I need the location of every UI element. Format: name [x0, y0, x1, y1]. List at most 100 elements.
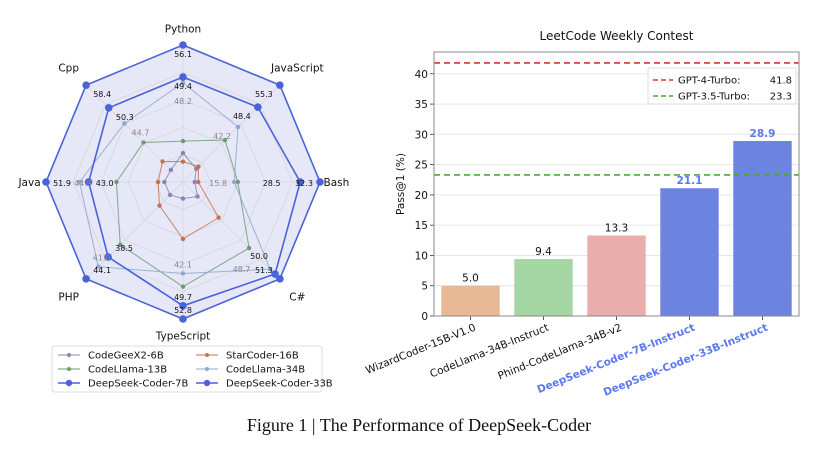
radar-legend: CodeGeeX2-6B StarCoder-16B CodeLlama-13B Co…	[51, 345, 333, 393]
bar	[441, 285, 500, 316]
radar-point	[167, 192, 173, 198]
radar-point	[118, 242, 123, 247]
radar-point	[180, 236, 186, 242]
radar-point	[104, 103, 113, 112]
legend-label: GPT-3.5-Turbo:	[678, 92, 750, 103]
radar-point	[179, 302, 187, 310]
radar-point	[96, 264, 101, 269]
radar-point	[216, 215, 221, 220]
radar-point	[141, 140, 146, 145]
bar	[514, 259, 573, 316]
radar-spoke	[85, 84, 184, 183]
radar-point	[222, 137, 228, 143]
legend-label: GPT-4-Turbo:	[678, 76, 741, 87]
radar-point	[77, 179, 82, 185]
bar-value-label: 21.1	[677, 175, 703, 187]
legend-label: DeepSeek-Coder-33B	[226, 379, 333, 390]
bar	[587, 235, 646, 316]
y-tick-label: 15	[415, 220, 428, 232]
radar-value-label: 42.1	[174, 260, 192, 269]
radar-point	[192, 179, 197, 185]
radar-value-label: 43.0	[96, 179, 114, 188]
legend-value: 41.8	[770, 76, 792, 87]
legend-box	[51, 345, 323, 393]
radar-value-label: 58.4	[93, 90, 111, 99]
legend-box	[647, 67, 797, 105]
radar-value-label: 41.0	[93, 254, 111, 263]
plot-frame	[433, 51, 800, 317]
radar-point	[155, 179, 161, 185]
radar-point	[180, 138, 186, 144]
legend-marker	[65, 379, 73, 387]
radar-point	[82, 81, 90, 89]
radar-point	[180, 271, 186, 276]
legend-value: 23.3	[770, 92, 792, 103]
radar-axis-label: Cpp	[58, 63, 79, 75]
chart-title: LeetCode Weekly Contest	[540, 29, 694, 43]
radar-chart: Python JavaScript Bash C# TypeScript PHP Java C…	[17, 24, 349, 393]
y-tick-label: 5	[421, 281, 428, 293]
y-axis-label: Pass@1 (%)	[395, 153, 407, 215]
radar-value-label: 44.7	[132, 128, 150, 137]
legend-marker	[67, 367, 71, 371]
radar-value-label: 48.4	[233, 112, 251, 121]
legend-marker	[203, 379, 211, 387]
radar-point	[195, 194, 200, 199]
radar-axis-label: JavaScript	[270, 63, 324, 75]
radar-point	[196, 179, 201, 185]
y-tick-label: 0	[421, 311, 428, 323]
radar-point	[235, 124, 241, 130]
radar-point	[268, 267, 273, 272]
bar-value-label: 13.3	[605, 222, 628, 234]
legend-marker	[205, 353, 209, 357]
radar-point	[316, 178, 324, 186]
radar-point	[84, 178, 93, 186]
radar-value-label: 48.2	[174, 97, 192, 106]
legend-label: CodeLlama-34B	[226, 365, 305, 376]
radar-value-label: 51.3	[255, 266, 273, 275]
radar-point	[196, 164, 201, 169]
radar-point	[246, 245, 252, 251]
radar-value-label: 38.5	[115, 244, 133, 253]
bar-value-label: 9.4	[535, 246, 552, 258]
radar-point	[160, 159, 165, 164]
legend-marker	[205, 367, 209, 371]
radar-point	[276, 81, 284, 89]
radar-point	[42, 178, 50, 186]
y-tick-label: 20	[415, 190, 428, 202]
legend-marker	[67, 353, 71, 357]
radar-point	[179, 315, 187, 323]
radar-value-label: 49.7	[174, 293, 192, 302]
bar	[733, 141, 792, 316]
radar-value-label: 28.5	[263, 179, 281, 188]
radar-spoke	[182, 181, 281, 280]
radar-axis-label: PHP	[58, 291, 79, 303]
radar-point	[122, 121, 127, 126]
legend-label: StarCoder-16B	[226, 351, 299, 362]
radar-value-label: 44.9	[74, 179, 92, 188]
radar-point	[168, 167, 174, 173]
x-tick-label: CodeLlama-34B-Instruct	[428, 322, 550, 381]
y-tick-label: 25	[415, 160, 428, 172]
radar-value-label: 44.1	[93, 266, 111, 275]
radar-value-label: 56.1	[174, 50, 192, 59]
radar-value-label: 55.3	[255, 90, 273, 99]
radar-point	[180, 284, 186, 289]
radar-value-label: 15.8	[209, 179, 227, 188]
radar-point	[114, 179, 119, 185]
radar-value-label: 42.2	[213, 132, 231, 141]
radar-point	[271, 270, 279, 278]
radar-value-label: 32.3	[295, 179, 313, 188]
radar-value-label: 50.3	[116, 113, 134, 122]
y-tick-label: 35	[415, 99, 428, 111]
bar	[660, 188, 719, 316]
radar-point	[180, 196, 186, 201]
radar-axis-label: Java	[17, 177, 40, 189]
radar-axis-label: TypeScript	[155, 330, 211, 342]
radar-point	[179, 73, 187, 81]
x-tick-label: Phind-CodeLlama-34B-v2	[496, 322, 623, 383]
radar-value-label: 51.9	[53, 179, 71, 188]
y-tick-label: 10	[415, 250, 428, 262]
bar-legend: GPT-4-Turbo: 41.8 GPT-3.5-Turbo: 23.3	[647, 67, 797, 105]
radar-point	[180, 80, 186, 85]
